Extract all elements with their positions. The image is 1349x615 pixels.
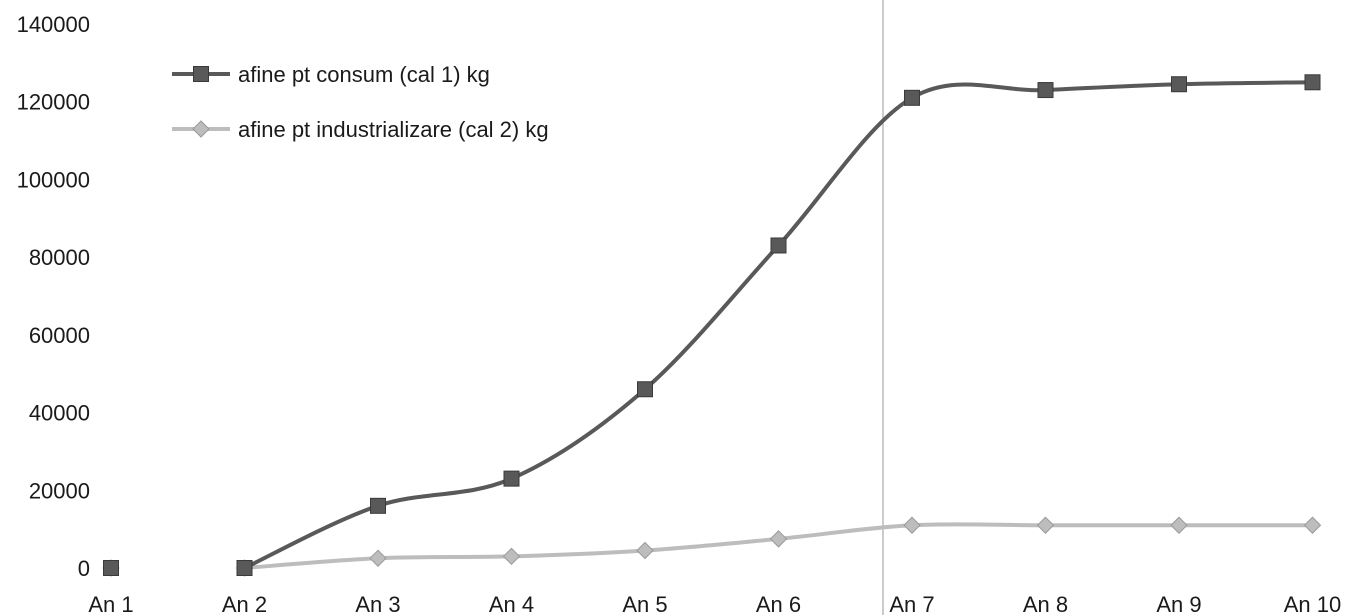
y-tick-label: 120000 bbox=[17, 90, 90, 115]
data-point bbox=[1036, 516, 1055, 534]
y-axis-ticks: 0 20000 40000 60000 80000 100000 120000 140000 bbox=[17, 12, 90, 581]
y-tick-label: 140000 bbox=[17, 12, 90, 37]
data-point bbox=[503, 470, 520, 487]
data-point bbox=[903, 516, 921, 534]
legend: afine pt consum (cal 1) kg afine pt indus… bbox=[172, 62, 549, 142]
y-tick-label: 0 bbox=[78, 556, 90, 581]
y-tick-label: 60000 bbox=[29, 323, 90, 348]
data-point bbox=[236, 560, 253, 576]
legend-item: afine pt industrializare (cal 2) kg bbox=[172, 117, 549, 142]
x-tick-label: An 2 bbox=[222, 592, 267, 615]
x-tick-label: An 4 bbox=[489, 592, 534, 615]
data-point bbox=[769, 530, 788, 548]
data-point bbox=[1303, 516, 1322, 534]
series-line bbox=[243, 80, 1313, 570]
series-1 bbox=[103, 74, 1321, 576]
series-layer bbox=[102, 74, 1322, 577]
data-point bbox=[637, 381, 653, 398]
x-tick-label: An 9 bbox=[1156, 592, 1201, 615]
y-tick-label: 40000 bbox=[29, 401, 90, 426]
data-point bbox=[1170, 516, 1188, 534]
data-point bbox=[770, 237, 787, 254]
data-point bbox=[103, 560, 119, 576]
legend-item: afine pt consum (cal 1) kg bbox=[172, 62, 490, 87]
y-tick-label: 100000 bbox=[17, 167, 90, 192]
legend-marker bbox=[192, 120, 210, 138]
data-point bbox=[502, 547, 521, 566]
data-point bbox=[1304, 74, 1321, 91]
data-point bbox=[636, 541, 654, 560]
x-tick-label: An 8 bbox=[1023, 592, 1068, 615]
x-tick-label: An 7 bbox=[889, 592, 934, 615]
y-tick-label: 80000 bbox=[29, 245, 90, 270]
x-axis-ticks: An 1 An 2 An 3 An 4 An 5 An 6 An 7 An 8 An 9 An 1… bbox=[88, 592, 1341, 615]
legend-label: afine pt industrializare (cal 2) kg bbox=[238, 117, 549, 142]
data-point bbox=[369, 549, 387, 567]
data-point bbox=[1171, 76, 1187, 93]
x-tick-label: An 1 bbox=[88, 592, 133, 615]
x-tick-label: An 3 bbox=[355, 592, 400, 615]
data-point bbox=[1037, 82, 1054, 99]
x-tick-label: An 6 bbox=[756, 592, 801, 615]
y-tick-label: 20000 bbox=[29, 478, 90, 503]
legend-label: afine pt consum (cal 1) kg bbox=[238, 62, 490, 87]
data-point bbox=[370, 497, 386, 514]
x-tick-label: An 10 bbox=[1284, 592, 1342, 615]
x-tick-label: An 5 bbox=[622, 592, 667, 615]
data-point bbox=[904, 89, 920, 106]
legend-marker bbox=[193, 66, 209, 82]
